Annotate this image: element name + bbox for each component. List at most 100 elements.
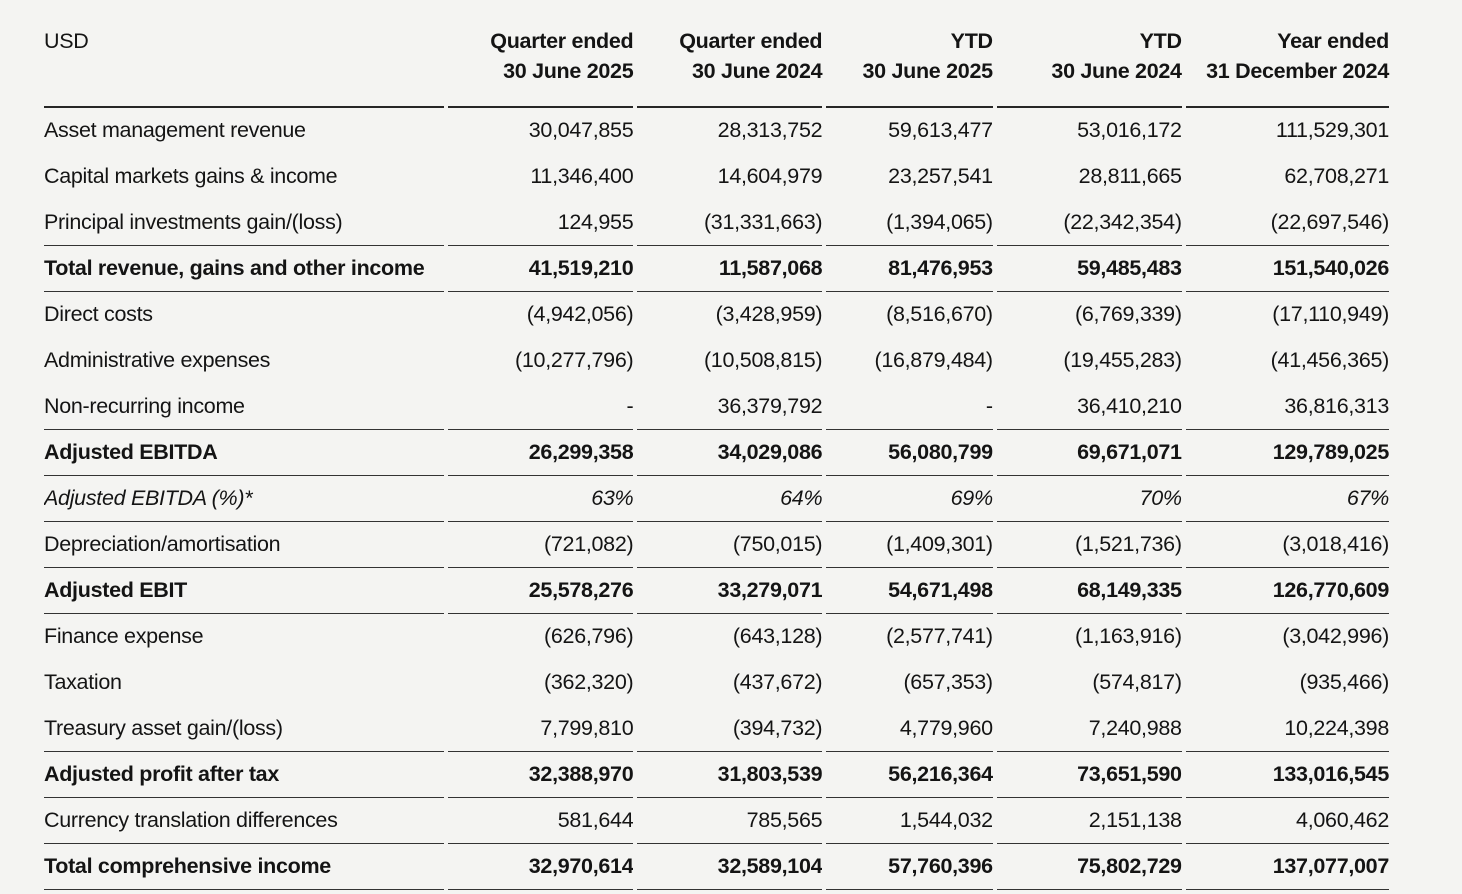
row-value: (626,796) [544, 624, 634, 648]
row-value: 137,077,007 [1185, 844, 1389, 890]
row-value: 23,257,541 [888, 164, 993, 188]
row-value: 581,644 [448, 798, 634, 844]
table-row: Direct costs (4,942,056) (3,428,959) (8,516… [44, 292, 1389, 338]
row-value: 73,651,590 [996, 752, 1182, 798]
column-header-line2: 30 June 2024 [1051, 59, 1182, 83]
table-row: Adjusted EBITDA 26,299,358 34,029,086 56,08… [44, 430, 1389, 476]
row-value: 126,770,609 [1185, 568, 1389, 614]
row-value: 54,671,498 [826, 568, 993, 614]
row-value: 36,816,313 [1185, 384, 1389, 430]
row-value: 133,016,545 [1185, 752, 1389, 798]
row-value: 25,578,276 [448, 568, 634, 614]
column-header-line1: Quarter ended [490, 29, 634, 53]
row-value: 28,811,665 [1078, 164, 1182, 188]
row-value: 2,151,138 [996, 798, 1182, 844]
table-row: Adjusted EBITDA (%)* 63% 64% 69% 70% 67% [44, 476, 1389, 522]
row-value: (6,769,339) [1075, 302, 1182, 326]
row-value: 7,799,810 [448, 706, 634, 752]
row-value: 63% [448, 476, 634, 522]
table-row: Treasury asset gain/(loss) 7,799,810 (394,… [44, 706, 1389, 752]
column-header-3: YTD 30 June 2025 [826, 22, 993, 108]
table-row: Total comprehensive income 32,970,614 32,5… [44, 844, 1389, 890]
column-header-line1: Year ended [1277, 29, 1389, 53]
row-value: 68,149,335 [996, 568, 1182, 614]
table-row: Administrative expenses (10,277,796) (10,5… [44, 338, 1389, 384]
row-value: 11,587,068 [637, 246, 823, 292]
row-value: (31,331,663) [637, 200, 823, 246]
row-value: (3,042,996) [1282, 624, 1389, 648]
row-label: Administrative expenses [44, 348, 271, 372]
row-value: (17,110,949) [1272, 302, 1389, 326]
row-label: Adjusted profit after tax [44, 752, 445, 798]
column-header-line2: 31 December 2024 [1206, 59, 1389, 83]
row-value: (935,466) [1299, 670, 1389, 694]
row-label: Currency translation differences [44, 798, 445, 844]
row-label: Total comprehensive income [44, 844, 445, 890]
row-label: Total revenue, gains and other income [44, 246, 445, 292]
row-label: Capital markets gains & income [44, 164, 338, 188]
row-value: 30,047,855 [528, 118, 634, 142]
row-value: 1,544,032 [826, 798, 993, 844]
row-value: 32,970,614 [448, 844, 634, 890]
table-row: Adjusted profit after tax 32,388,970 31,80… [44, 752, 1389, 798]
table-row: Depreciation/amortisation (721,082) (750,0… [44, 522, 1389, 568]
row-value: 69% [826, 476, 993, 522]
row-value: 31,803,539 [637, 752, 823, 798]
row-value: (394,732) [637, 706, 823, 752]
table-row: Non-recurring income -36,379,792-36,410,2… [44, 384, 1389, 430]
row-value: 56,080,799 [826, 430, 993, 476]
row-label: Adjusted EBITDA [44, 430, 445, 476]
row-value: (1,521,736) [996, 522, 1182, 568]
row-value: 36,379,792 [637, 384, 823, 430]
row-value: (362,320) [544, 670, 634, 694]
table-row: Adjusted EBIT 25,578,276 33,279,071 54,671,… [44, 568, 1389, 614]
row-value: 785,565 [637, 798, 823, 844]
row-value: 33,279,071 [637, 568, 823, 614]
column-header-4: YTD 30 June 2024 [996, 22, 1182, 108]
row-value: 4,779,960 [826, 706, 993, 752]
row-value: 70% [996, 476, 1182, 522]
row-value: (8,516,670) [886, 302, 993, 326]
row-value: 32,388,970 [448, 752, 634, 798]
row-value: 41,519,210 [448, 246, 634, 292]
row-value: 56,216,364 [826, 752, 993, 798]
row-value: (657,353) [903, 670, 993, 694]
column-header-line2: 30 June 2024 [691, 59, 823, 83]
row-value: (22,697,546) [1185, 200, 1389, 246]
row-value: 14,604,979 [717, 164, 823, 188]
row-value: 59,613,477 [888, 118, 993, 142]
row-value: 67% [1185, 476, 1389, 522]
column-header-line2: 30 June 2025 [862, 59, 994, 83]
row-value: 10,224,398 [1185, 706, 1389, 752]
row-value: - [448, 384, 634, 430]
row-value: (19,455,283) [1063, 348, 1182, 372]
row-value: (22,342,354) [996, 200, 1182, 246]
row-value: (1,409,301) [826, 522, 993, 568]
row-value: (4,942,056) [526, 302, 634, 326]
row-value: (41,456,365) [1270, 348, 1389, 372]
table-row: Currency translation differences 581,644 7… [44, 798, 1389, 844]
table-row: Asset management revenue 30,047,855 28,313… [44, 108, 1389, 154]
row-value: 64% [637, 476, 823, 522]
row-value: (10,508,815) [703, 348, 823, 372]
column-header-line1: YTD [1139, 29, 1182, 53]
row-value: 34,029,086 [637, 430, 823, 476]
column-header-line2: 30 June 2025 [503, 59, 634, 83]
table-row: Finance expense (626,796) (643,128) (2,577,… [44, 614, 1389, 660]
row-value: (574,817) [1092, 670, 1182, 694]
row-value: (643,128) [732, 624, 823, 648]
row-label: Depreciation/amortisation [44, 522, 445, 568]
row-value: (10,277,796) [515, 348, 634, 372]
row-value: 53,016,172 [1077, 118, 1182, 142]
financial-results-table: USD Quarter ended 30 June 2025 Quarter end… [40, 22, 1393, 890]
row-value: - [826, 384, 993, 430]
row-value: 59,485,483 [996, 246, 1182, 292]
row-label: Principal investments gain/(loss) [44, 200, 445, 246]
row-value: 36,410,210 [996, 384, 1182, 430]
column-header-1: Quarter ended 30 June 2025 [448, 22, 634, 108]
row-value: 75,802,729 [996, 844, 1182, 890]
row-value: 26,299,358 [448, 430, 634, 476]
row-value: 124,955 [448, 200, 634, 246]
row-value: 62,708,271 [1284, 164, 1389, 188]
